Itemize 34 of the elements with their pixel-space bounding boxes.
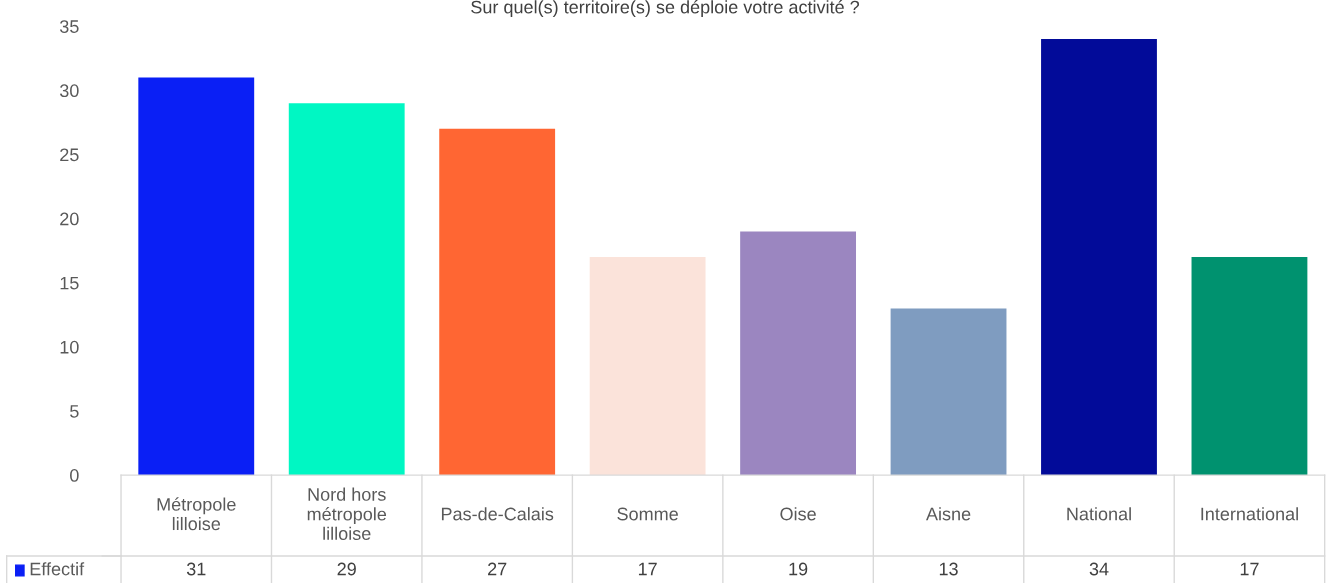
y-tick-label: 30 [59, 84, 79, 98]
x-tick-label: Pas-de-Calais [441, 507, 554, 521]
bar [1191, 257, 1308, 476]
x-tick-label: Aisne [925, 507, 971, 521]
data-label: 17 [1240, 562, 1259, 576]
data-label: 19 [789, 562, 808, 576]
x-tick-label: Nord hors métropole lilloise [307, 487, 387, 540]
bar [439, 128, 556, 476]
bar [740, 231, 857, 476]
data-label: 13 [939, 562, 958, 576]
bar [288, 103, 405, 476]
y-tick-label: 25 [60, 148, 79, 162]
x-tick-label: Métropole lilloise [157, 497, 236, 531]
x-tick-label: Oise [780, 507, 816, 521]
x-tick-label: International [1201, 507, 1298, 521]
data-label: 27 [488, 562, 507, 576]
data-label: 17 [638, 562, 657, 576]
y-tick-label: 0 [70, 469, 79, 482]
data-label: 34 [1089, 562, 1109, 576]
x-tick-label: Somme [617, 507, 678, 521]
y-tick-label: 20 [60, 212, 79, 226]
y-tick-label: 35 [59, 20, 79, 33]
data-label: 31 [186, 562, 206, 576]
bar [1041, 39, 1157, 476]
x-tick-label: National [1067, 507, 1131, 521]
y-tick-label: 5 [70, 405, 79, 418]
y-tick-label: 15 [60, 276, 79, 290]
data-label: 29 [337, 562, 356, 576]
legend-label: Effectif [30, 562, 85, 576]
bar [138, 77, 255, 476]
chart-title: Sur quel(s) territoire(s) se déploie votre activité ? [471, 0, 860, 18]
bar [890, 308, 1007, 476]
y-tick-label: 10 [60, 340, 79, 354]
bar [589, 257, 706, 476]
